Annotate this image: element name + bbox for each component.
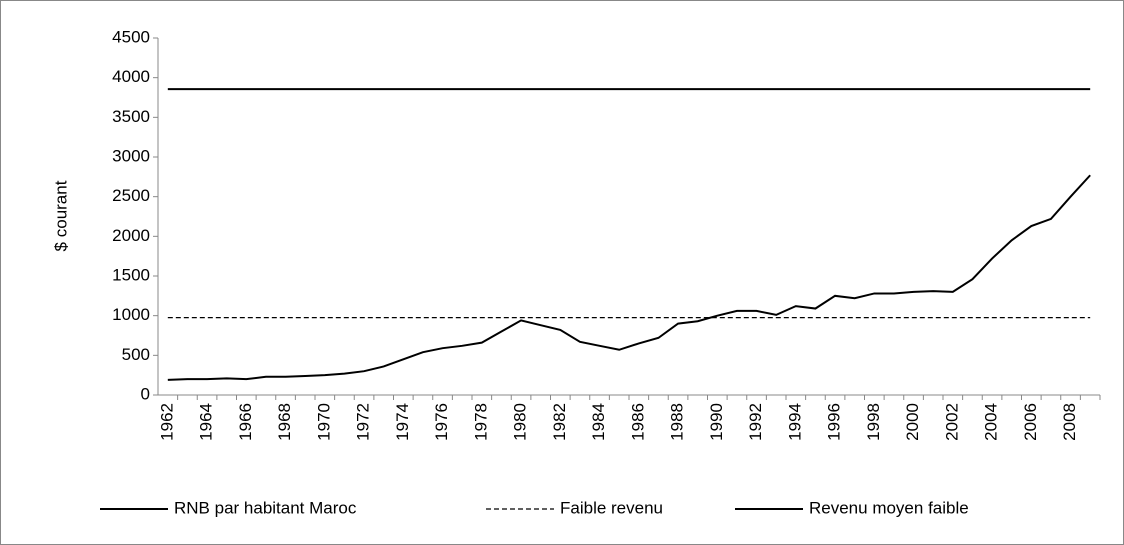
x-tick-label: 1986 [628,403,647,441]
x-tick-label: 1988 [668,403,687,441]
x-tick-label: 1984 [589,403,608,441]
x-tick-label: 1972 [354,403,373,441]
legend-label: RNB par habitant Maroc [174,498,357,517]
x-tick-label: 1992 [746,403,765,441]
x-tick-label: 1998 [864,403,883,441]
y-tick-label: 3000 [112,146,150,165]
x-tick-label: 1982 [550,403,569,441]
y-tick-label: 1500 [112,265,150,284]
x-tick-label: 1980 [511,403,530,441]
x-tick-label: 1974 [393,403,412,441]
x-tick-label: 2008 [1060,403,1079,441]
legend-label: Revenu moyen faible [809,498,969,517]
x-tick-label: 1976 [432,403,451,441]
y-tick-label: 4500 [112,27,150,46]
series-line [167,174,1091,381]
y-tick-label: 2500 [112,186,150,205]
y-tick-label: 1000 [112,305,150,324]
y-tick-label: 500 [122,345,150,364]
y-tick-label: 2000 [112,226,150,245]
x-tick-label: 2004 [982,403,1001,441]
x-tick-label: 2002 [942,403,961,441]
x-tick-label: 1964 [197,403,216,441]
x-tick-label: 1990 [707,403,726,441]
x-tick-label: 1966 [236,403,255,441]
x-tick-label: 1978 [471,403,490,441]
y-tick-label: 3500 [112,107,150,126]
y-axis-label: $ courant [51,180,70,251]
x-tick-label: 1962 [157,403,176,441]
x-tick-label: 1968 [275,403,294,441]
y-tick-label: 0 [141,384,150,403]
x-tick-label: 1996 [825,403,844,441]
x-tick-label: 1994 [785,403,804,441]
x-tick-label: 1970 [314,403,333,441]
legend-label: Faible revenu [560,498,663,517]
x-tick-label: 2006 [1021,403,1040,441]
y-tick-label: 4000 [112,67,150,86]
x-tick-label: 2000 [903,403,922,441]
